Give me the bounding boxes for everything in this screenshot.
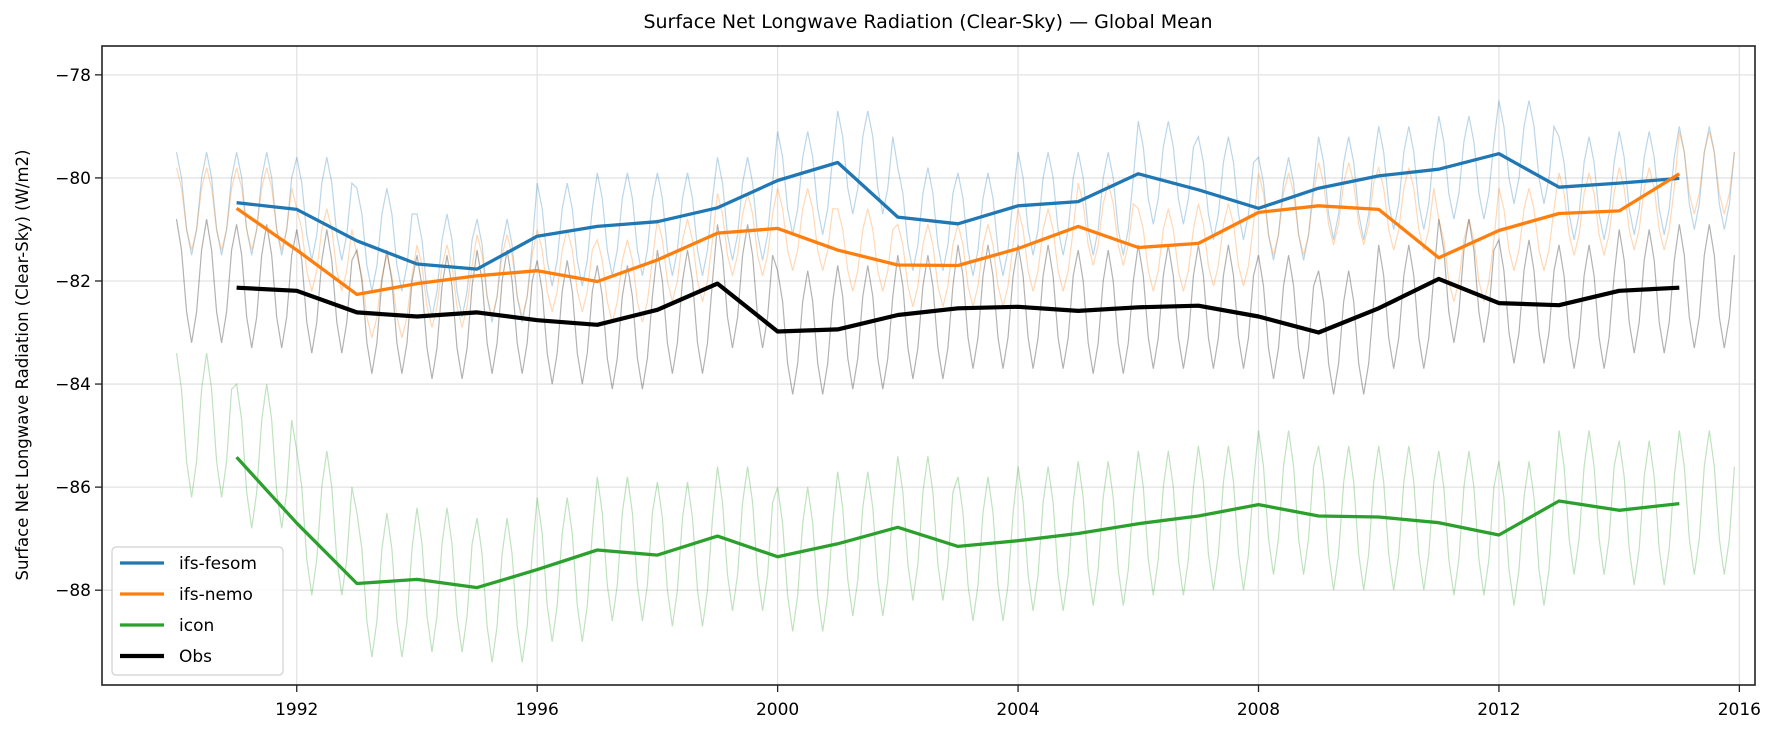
- legend-label: icon: [179, 616, 214, 636]
- y-tick-label: −80: [55, 169, 91, 189]
- plot-frame: [101, 45, 1756, 686]
- annual-line-ifs-nemo: [235, 172, 1681, 297]
- annual-line-obs: [236, 276, 1680, 335]
- x-tick-label: 1992: [275, 700, 318, 720]
- legend-label: ifs-fesom: [179, 554, 257, 574]
- legend-box: [111, 546, 284, 676]
- legend-label: ifs-nemo: [179, 585, 253, 605]
- chart-title: Surface Net Longwave Radiation (Clear-Sk…: [643, 11, 1212, 33]
- y-tick-label: −82: [55, 272, 91, 292]
- legend: ifs-fesom ifs-nemo icon Obs: [111, 546, 284, 676]
- x-tick-label: 2000: [756, 700, 799, 720]
- y-axis-label: Surface Net Longwave Radiation (Clear-Sk…: [13, 150, 32, 581]
- legend-label: Obs: [179, 647, 212, 667]
- axis-ticks: 1992 1996 2000 2004 2008 2012 2016 −78 −80 −82 −84…: [55, 66, 1761, 720]
- y-tick-label: −86: [55, 478, 91, 498]
- monthly-series: [175, 100, 1735, 663]
- x-tick-label: 2008: [1237, 700, 1280, 720]
- y-tick-label: −88: [55, 581, 91, 601]
- x-tick-label: 1996: [516, 700, 559, 720]
- annual-series: [235, 152, 1681, 590]
- x-tick-label: 2004: [996, 700, 1039, 720]
- x-tick-label: 2016: [1718, 700, 1761, 720]
- y-tick-label: −78: [55, 66, 91, 86]
- monthly-line-icon: [175, 353, 1735, 663]
- annual-line-icon: [235, 456, 1680, 590]
- annual-line-ifs-fesom: [236, 152, 1680, 271]
- x-tick-label: 2012: [1477, 700, 1520, 720]
- monthly-line-ifs-nemo: [175, 131, 1735, 338]
- monthly-line-ifs-fesom: [175, 100, 1735, 323]
- grid: [102, 46, 1755, 685]
- y-tick-label: −84: [55, 375, 91, 395]
